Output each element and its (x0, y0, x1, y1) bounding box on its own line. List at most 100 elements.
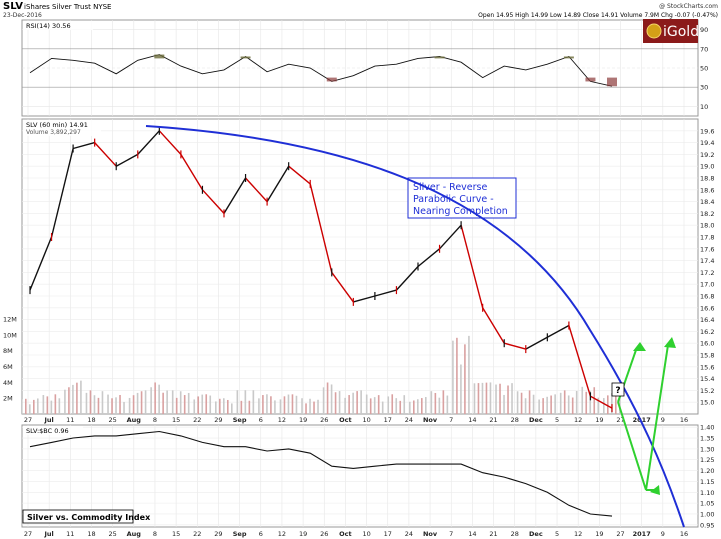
volume-bar (567, 395, 570, 414)
volume-bar (434, 392, 437, 414)
price-tick-label: 17.2 (700, 269, 714, 277)
volume-bar (295, 395, 298, 414)
volume-bar (231, 403, 233, 414)
price-segment (395, 266, 419, 291)
volume-bar (80, 380, 82, 414)
volume-bar (175, 397, 178, 414)
volume-bar (115, 397, 117, 414)
security-name: iShares Silver Trust NYSE (24, 3, 111, 11)
volume-bar (468, 335, 470, 414)
ratio-tick-label: 1.30 (700, 445, 714, 453)
price-tick-label: 15.0 (700, 399, 714, 407)
volume-bar (183, 395, 186, 414)
x-axis-label: 26 (320, 530, 328, 538)
volume-bar (373, 397, 376, 414)
volume-bar (166, 390, 168, 414)
volume-bar (29, 404, 31, 414)
volume-bar (481, 382, 484, 414)
volume-bar (615, 391, 617, 414)
ratio-tick-label: 1.35 (700, 435, 714, 443)
volume-bar (136, 392, 139, 414)
volume-bar (559, 392, 562, 414)
x-axis-label: Nov (423, 530, 438, 538)
volume-bar (171, 390, 174, 414)
price-label: SLV (60 min) 14.91 (26, 121, 88, 129)
x-axis-label: 15 (172, 530, 180, 538)
x-axis-label: 25 (109, 530, 117, 538)
volume-tick-label: 4M (3, 379, 13, 387)
price-segment (439, 224, 462, 250)
volume-bar (291, 394, 294, 414)
volume-bar (279, 399, 282, 414)
volume-bar (274, 400, 276, 414)
volume-bar (421, 398, 423, 414)
volume-bar (187, 392, 190, 414)
tick-labels: 27 27 Jul Jul 11 11 18 18 25 25 Aug Aug 8 8 15 15 22 22 29… (3, 26, 714, 538)
volume-bar (585, 391, 588, 414)
volume-bar (179, 391, 182, 414)
volume-bar (33, 399, 35, 414)
volume-bar (313, 401, 315, 414)
volume-label: Volume 3,892,297 (26, 129, 81, 136)
price-segment (72, 141, 95, 150)
price-tick-label: 18.8 (700, 175, 714, 183)
price-segment (525, 336, 548, 350)
x-axis-label: 17 (384, 416, 392, 424)
volume-bar (58, 398, 61, 414)
volume-bar (326, 382, 329, 414)
volume-bar (516, 391, 519, 414)
volume-bar (322, 387, 325, 414)
volume-bar (563, 390, 566, 414)
rsi-tick-label: 10 (700, 103, 708, 111)
price-tick-label: 17.6 (700, 245, 714, 253)
rsi-label: RSI(14) 30.56 (26, 22, 71, 30)
arrow-head-left (633, 342, 646, 351)
volume-bar (68, 387, 70, 414)
price-tick-label: 19.0 (700, 163, 714, 171)
rsi-layer (29, 54, 617, 87)
volume-bar (111, 398, 113, 414)
volume-bar (72, 384, 74, 414)
volume-bar (352, 392, 354, 414)
volume-bar (270, 396, 272, 414)
x-axis-label: Oct (339, 416, 352, 424)
x-axis-label: 14 (468, 416, 476, 424)
x-axis-label: 7 (449, 416, 453, 424)
x-axis-label: 22 (193, 416, 201, 424)
question-mark: ? (615, 386, 620, 396)
x-axis-label: 27 (24, 416, 32, 424)
arrow-head-right (664, 337, 676, 348)
price-segment (158, 130, 182, 155)
rsi-tick-label: 50 (700, 65, 708, 73)
x-axis-label: 11 (66, 416, 74, 424)
volume-bar (240, 400, 243, 414)
grid-lines (22, 20, 698, 527)
annotation-box (407, 177, 517, 219)
quote-line: Open 14.95 High 14.99 Low 14.89 Close 14… (478, 12, 718, 19)
volume-tick-label: 12M (3, 316, 17, 324)
brand-coin-icon (646, 23, 662, 39)
rsi-line (29, 54, 613, 87)
x-axis-label: 9 (661, 416, 665, 424)
price-segment (29, 236, 53, 291)
x-axis-label: Sep (233, 530, 247, 538)
rsi-overbought-fill (154, 54, 165, 59)
volume-bar (219, 398, 221, 414)
volume-bar (538, 399, 540, 414)
x-axis-label: 19 (299, 530, 307, 538)
price-segment (417, 248, 440, 268)
price-tick-label: 19.4 (700, 139, 714, 147)
rsi-overbought-fill (240, 56, 251, 59)
x-axis-label: 16 (680, 416, 688, 424)
x-axis-label: 14 (468, 530, 476, 538)
ratio-tick-label: 1.00 (700, 510, 714, 518)
volume-bar (511, 383, 513, 414)
volume-bar (42, 395, 45, 414)
volume-bar (603, 398, 605, 414)
volume-bar (262, 395, 264, 414)
ratio-line (29, 430, 613, 517)
volume-bar (162, 392, 164, 414)
volume-bar (581, 386, 584, 414)
x-axis-label: Aug (127, 530, 142, 538)
price-tick-label: 16.6 (700, 304, 714, 312)
